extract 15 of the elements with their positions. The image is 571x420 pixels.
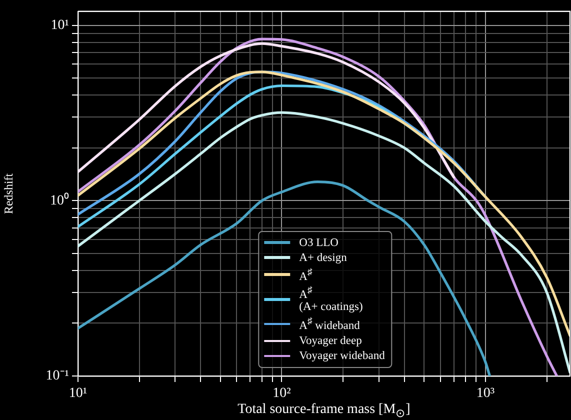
legend-label: O3 LLO xyxy=(299,236,338,249)
x-axis-title: Total source-frame mass [M$_{⊙}$] xyxy=(236,402,412,420)
y-axis-title: Redshift xyxy=(1,172,16,214)
y-tick-label: 10⁻¹ xyxy=(46,368,69,384)
legend-label: Voyager deep xyxy=(299,335,362,347)
legend-label: A+ design xyxy=(299,252,347,264)
legend-label: A$^{♯}$ xyxy=(299,266,312,282)
legend-label: A$^{♯}$ (A+ coatings) xyxy=(299,285,363,314)
legend-label: Voyager wideband xyxy=(299,350,385,362)
x-tick-label: 10² xyxy=(272,386,291,402)
y-tick-label: 10¹ xyxy=(50,18,69,33)
x-tick-label: 10³ xyxy=(476,386,495,402)
x-tick-label: 10¹ xyxy=(68,386,88,402)
legend-label: A$^{♯}$ wideband xyxy=(299,316,360,332)
y-tick-label: 10⁰ xyxy=(50,192,69,208)
